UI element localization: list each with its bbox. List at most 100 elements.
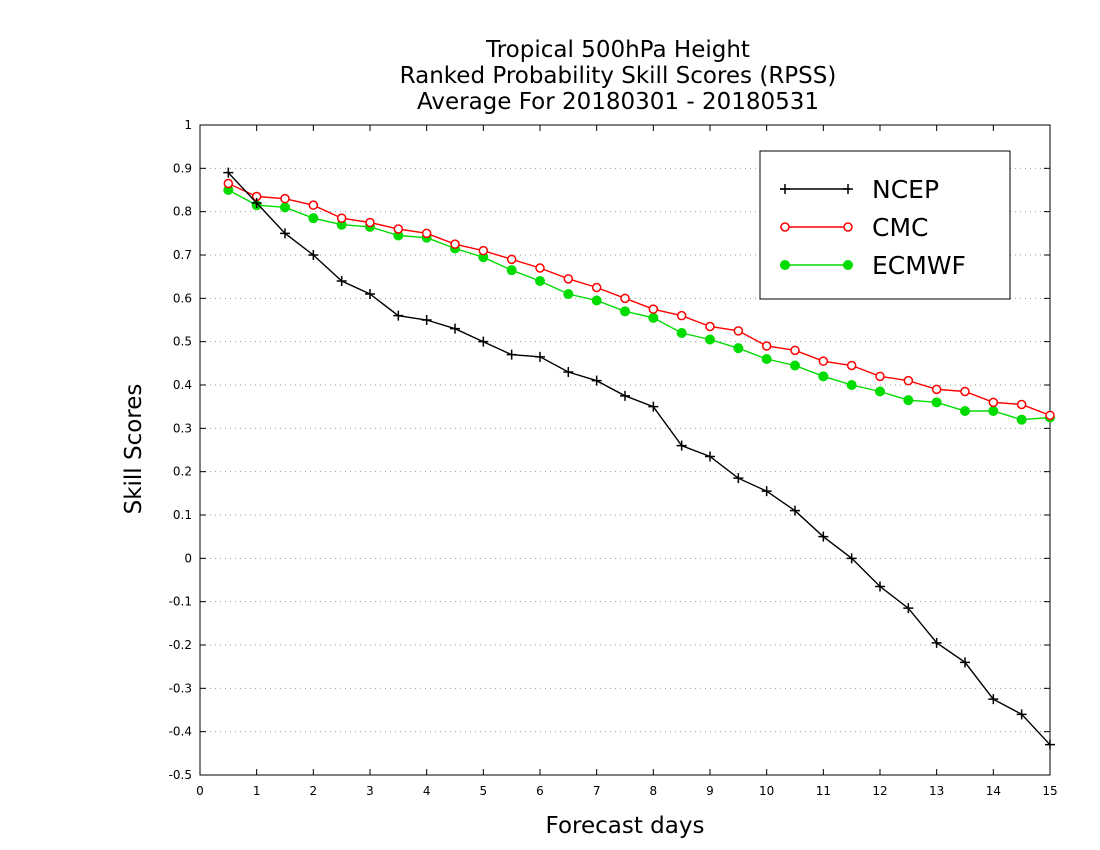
x-tick-label: 10	[759, 784, 774, 798]
data-point-ncep	[705, 451, 715, 462]
data-point-ncep	[591, 375, 602, 386]
x-tick-label: 15	[1042, 784, 1057, 798]
data-point-ncep	[931, 637, 942, 648]
legend-marker	[780, 222, 790, 232]
chart-title: Tropical 500hPa Height Ranked Probabilit…	[400, 37, 837, 115]
x-tick-label: 5	[480, 784, 488, 798]
data-point-ncep	[960, 657, 970, 668]
data-point-ncep	[365, 289, 375, 299]
data-point-ecmwf	[280, 202, 290, 213]
legend-item-ecmwf: ECMWF	[780, 251, 966, 280]
data-point-cmc	[705, 321, 715, 332]
series-layer	[223, 167, 1055, 750]
x-tick-label: 1	[253, 784, 261, 798]
y-tick-label: -0.3	[169, 681, 192, 695]
legend-marker	[780, 260, 790, 270]
legend-item-ncep: NCEP	[780, 175, 939, 204]
data-point-ecmwf	[705, 334, 715, 345]
data-point-cmc	[336, 213, 347, 223]
series-cmc	[223, 178, 1055, 421]
data-point-ecmwf	[988, 406, 999, 416]
x-tick-label: 2	[310, 784, 318, 798]
data-point-cmc	[818, 356, 829, 366]
y-tick-label: 0.4	[173, 378, 192, 392]
series-ncep	[223, 167, 1055, 750]
data-point-cmc	[761, 341, 772, 351]
y-tick-label: -0.5	[169, 768, 192, 782]
legend-label-ncep: NCEP	[872, 175, 939, 204]
data-point-ncep	[478, 336, 489, 347]
data-point-ncep	[1016, 709, 1027, 720]
y-tick-label: 1	[184, 118, 192, 132]
y-tick-label: 0.1	[173, 508, 192, 522]
data-point-ecmwf	[506, 265, 517, 276]
y-tick-label: 0.2	[173, 465, 192, 479]
data-point-ncep	[648, 401, 659, 412]
y-axis: -0.5 -0.4 -0.3 -0.2 -0.1 0 0.1 0.2 0.3 0.4 0.5 0.6 0…	[169, 118, 1050, 782]
title-line-1: Tropical 500hPa Height	[485, 37, 750, 63]
data-point-ncep	[818, 531, 829, 542]
legend-marker	[843, 222, 853, 232]
x-tick-label: 8	[650, 784, 658, 798]
x-axis: 0 1 2 3 4 5 6 7 8 9 10 11 12 13 14 15	[196, 125, 1058, 798]
data-point-cmc	[591, 282, 602, 293]
data-point-ncep	[563, 367, 574, 377]
series-line-cmc	[228, 182, 1051, 416]
data-point-cmc	[1016, 399, 1027, 410]
data-point-ncep	[903, 603, 914, 614]
x-tick-label: 13	[929, 784, 944, 798]
y-tick-label: -0.2	[169, 638, 192, 652]
grid-lines	[200, 167, 1050, 733]
data-point-cmc	[478, 245, 489, 256]
y-tick-label: -0.1	[169, 595, 192, 609]
data-point-ncep	[251, 198, 262, 208]
data-point-cmc	[875, 371, 885, 382]
data-point-cmc	[648, 304, 659, 314]
plot-frame	[199, 124, 1051, 776]
data-point-ecmwf	[535, 276, 545, 286]
data-point-cmc	[620, 293, 630, 304]
data-point-ecmwf	[1016, 414, 1027, 425]
y-tick-label: 0.7	[173, 248, 192, 262]
x-tick-label: 11	[816, 784, 831, 798]
data-point-ncep	[761, 486, 772, 497]
data-point-ncep	[223, 167, 234, 178]
x-tick-label: 6	[536, 784, 544, 798]
data-point-cmc	[1045, 410, 1055, 421]
data-point-cmc	[421, 228, 432, 239]
title-line-3: Average For 20180301 - 20180531	[417, 89, 819, 115]
data-point-cmc	[790, 345, 800, 356]
data-point-cmc	[506, 254, 517, 265]
data-point-ecmwf	[563, 289, 574, 299]
x-tick-label: 14	[986, 784, 1001, 798]
data-point-ecmwf	[591, 295, 602, 306]
data-point-cmc	[733, 326, 744, 336]
data-point-ecmwf	[648, 312, 659, 323]
legend-label-cmc: CMC	[872, 213, 928, 242]
data-point-ncep	[846, 553, 857, 564]
x-tick-label: 0	[196, 784, 204, 798]
legend-item-cmc: CMC	[780, 213, 928, 242]
data-point-ncep	[421, 315, 432, 325]
data-point-cmc	[903, 375, 914, 386]
x-tick-label: 4	[423, 784, 431, 798]
data-point-ecmwf	[790, 360, 800, 371]
data-point-ecmwf	[308, 213, 319, 224]
y-axis-title: Skill Scores	[121, 384, 147, 515]
data-point-cmc	[223, 178, 234, 189]
x-tick-label: 12	[872, 784, 887, 798]
data-point-ecmwf	[676, 328, 687, 338]
y-tick-label: 0	[184, 551, 192, 565]
y-tick-label: 0.8	[173, 205, 192, 219]
y-tick-label: -0.4	[169, 725, 192, 739]
y-tick-label: 0.6	[173, 291, 192, 305]
data-point-ecmwf	[875, 386, 885, 397]
data-point-ecmwf	[960, 406, 970, 416]
data-point-ncep	[620, 390, 630, 401]
data-point-cmc	[960, 386, 970, 397]
legend: NCEP CMC ECMWF	[759, 150, 1011, 300]
data-point-cmc	[846, 360, 857, 371]
data-point-ncep	[506, 349, 517, 360]
data-point-ncep	[988, 694, 999, 705]
